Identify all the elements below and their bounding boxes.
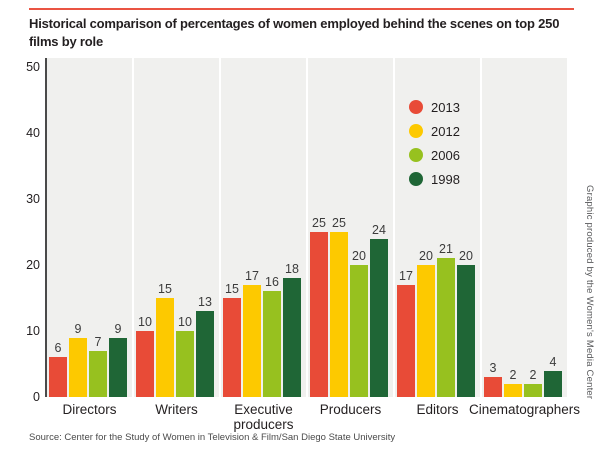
bar-2006-executive-producers: 16 (263, 275, 281, 397)
category-column-executive-producers: 15 17 16 18 Executive producers (219, 58, 306, 432)
legend-item-2012: 2012 (409, 123, 460, 139)
bar-2006-directors: 7 (89, 335, 107, 397)
y-axis-line (45, 58, 47, 397)
legend-swatch-2012-icon (409, 124, 423, 138)
credit-vertical-text: Graphic produced by the Women's Media Ce… (584, 185, 595, 400)
bar-value-label: 10 (138, 315, 152, 329)
legend-item-2013: 2013 (409, 99, 460, 115)
bar-value-label: 17 (245, 268, 259, 283)
bar-value-label: 15 (225, 282, 239, 296)
bar-value-label: 24 (372, 222, 386, 237)
category-column-producers: 25 25 20 24 Producers (306, 58, 393, 417)
bar-2012-cinematographers: 2 (504, 368, 522, 397)
legend-swatch-2006-icon (409, 148, 423, 162)
bar-1998-writers: 13 (196, 295, 214, 397)
bar-value-label: 9 (114, 321, 122, 336)
category-label: Editors (416, 402, 459, 417)
bar-value-label: 13 (198, 295, 212, 310)
bar-2012-editors: 20 (417, 249, 435, 397)
y-axis-label: 30 (26, 192, 40, 206)
plot-area: 6 9 7 9 Directors 10 15 10 13 Writers 15… (47, 58, 580, 432)
bar-value-label: 20 (459, 249, 473, 263)
page-title-line1: Historical comparison of percentages of … (29, 16, 560, 31)
bar-value-label: 18 (285, 262, 299, 277)
page-title-line2: films by role (29, 34, 103, 49)
bar-value-label: 9 (74, 321, 82, 336)
category-label: Executive producers (233, 402, 294, 432)
bar-value-label: 16 (265, 275, 279, 290)
bar-1998-editors: 20 (457, 249, 475, 397)
bar-value-label: 4 (549, 354, 557, 369)
bar-2012-writers: 15 (156, 282, 174, 397)
y-axis-label: 40 (26, 126, 40, 140)
y-axis-label: 10 (26, 324, 40, 338)
bar-2013-editors: 17 (397, 269, 415, 397)
page-title: Historical comparison of percentages of … (29, 15, 559, 51)
bar-value-label: 7 (94, 334, 102, 349)
bar-2013-writers: 10 (136, 315, 154, 397)
bar-value-label: 17 (399, 268, 413, 283)
bar-value-label: 3 (489, 361, 497, 376)
legend-label: 2006 (431, 147, 460, 163)
y-axis-label: 0 (33, 390, 40, 404)
legend-label: 1998 (431, 171, 460, 187)
bar-group: 6 9 7 9 (49, 322, 127, 397)
legend-item-2006: 2006 (409, 147, 460, 163)
bar-1998-producers: 24 (370, 223, 388, 397)
category-column-writers: 10 15 10 13 Writers (132, 58, 219, 417)
bar-1998-cinematographers: 4 (544, 355, 562, 397)
bar-2013-executive-producers: 15 (223, 282, 241, 397)
legend-label: 2012 (431, 123, 460, 139)
category-label: Writers (155, 402, 198, 417)
y-axis-label: 50 (26, 60, 40, 74)
legend-label: 2013 (431, 99, 460, 115)
bar-group: 3 2 2 4 (484, 355, 562, 397)
legend-item-1998: 1998 (409, 171, 460, 187)
bar-value-label: 25 (332, 216, 346, 230)
category-column-editors: 17 20 21 20 Editors (393, 58, 480, 417)
category-column-cinematographers: 3 2 2 4 Cinematographers (469, 58, 580, 417)
bar-2006-writers: 10 (176, 315, 194, 397)
y-axis-label: 20 (26, 258, 40, 272)
bar-2013-cinematographers: 3 (484, 361, 502, 397)
bar-2006-cinematographers: 2 (524, 368, 542, 397)
bar-2012-directors: 9 (69, 322, 87, 397)
bar-group: 17 20 21 20 (397, 242, 475, 397)
legend: 2013 2012 2006 1998 (409, 100, 460, 196)
bar-value-label: 2 (529, 367, 537, 382)
category-label: Cinematographers (468, 402, 581, 417)
bar-group: 10 15 10 13 (136, 282, 214, 397)
bar-1998-executive-producers: 18 (283, 262, 301, 397)
bar-2013-directors: 6 (49, 341, 67, 397)
bar-value-label: 20 (352, 249, 366, 263)
category-label: Producers (319, 402, 382, 417)
bar-value-label: 10 (178, 315, 192, 329)
bar-value-label: 15 (158, 282, 172, 296)
bar-value-label: 25 (312, 216, 326, 230)
bar-value-label: 20 (419, 249, 433, 263)
bar-value-label: 6 (54, 341, 62, 356)
bar-2006-producers: 20 (350, 249, 368, 397)
bar-2012-producers: 25 (330, 216, 348, 397)
accent-rule (29, 8, 574, 10)
source-note: Source: Center for the Study of Women in… (29, 432, 396, 443)
bar-value-label: 2 (509, 367, 517, 382)
legend-swatch-2013-icon (409, 100, 423, 114)
legend-swatch-1998-icon (409, 172, 423, 186)
bar-2013-producers: 25 (310, 216, 328, 397)
category-column-directors: 6 9 7 9 Directors (47, 58, 132, 417)
bar-group: 15 17 16 18 (223, 262, 301, 397)
category-label: Directors (62, 402, 117, 417)
bar-2012-executive-producers: 17 (243, 269, 261, 397)
bar-1998-directors: 9 (109, 322, 127, 397)
bar-value-label: 21 (439, 242, 453, 257)
bar-2006-editors: 21 (437, 242, 455, 397)
bar-group: 25 25 20 24 (310, 216, 388, 397)
